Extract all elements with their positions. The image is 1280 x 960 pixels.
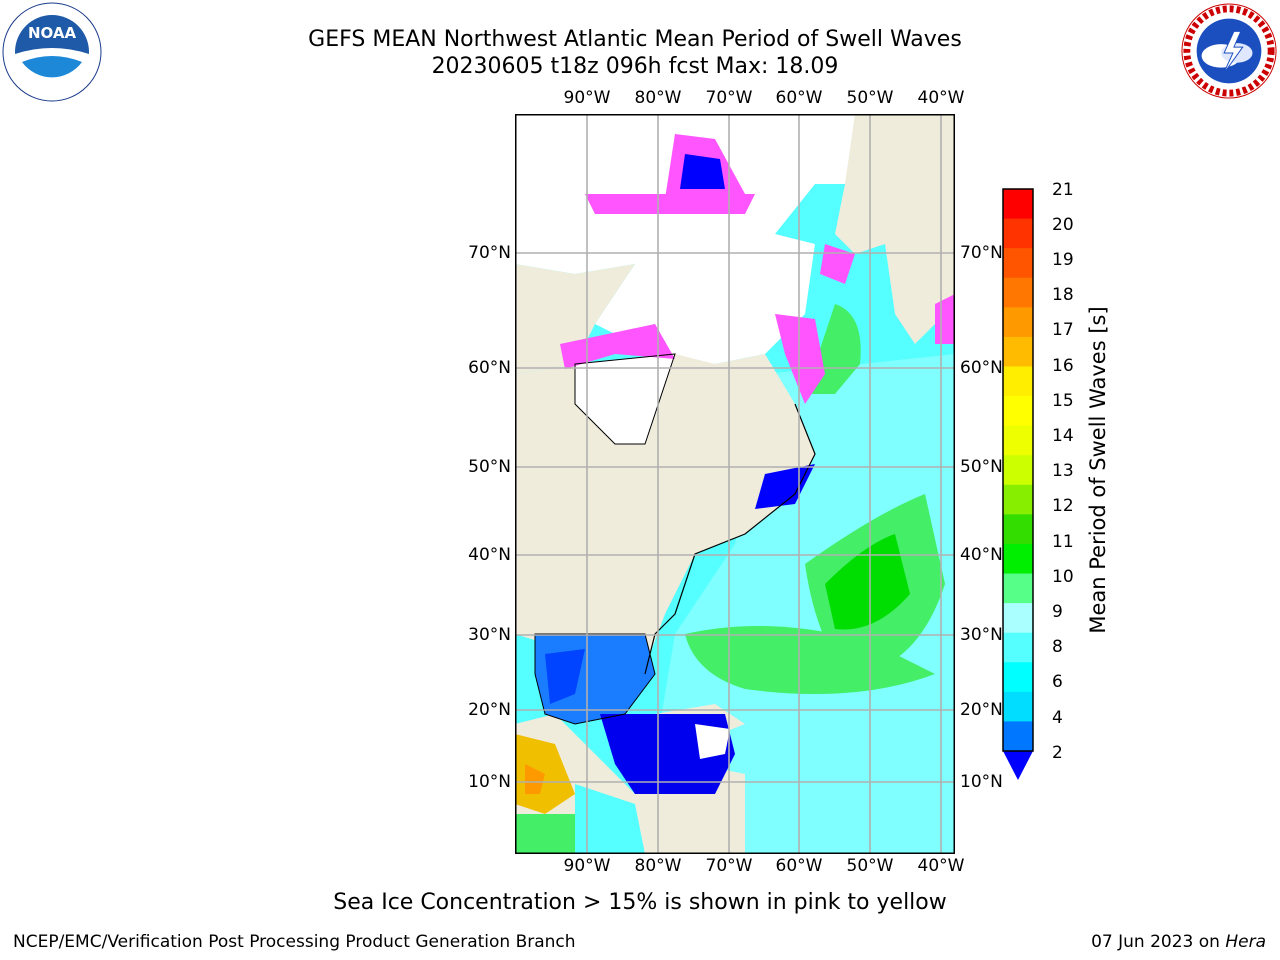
colorbar-segment [1003, 218, 1033, 249]
land-greenland [835, 184, 955, 344]
noaa-logo-icon: NOAA [2, 2, 102, 102]
colorbar-segment [1003, 632, 1033, 663]
lon-label-top: 80°W [634, 88, 682, 108]
colorbar-segment [1003, 307, 1033, 338]
nws-logo-icon [1181, 3, 1277, 99]
lat-label-right: 50°N [960, 457, 1003, 477]
lon-label-bottom: 90°W [563, 856, 611, 876]
lon-label-bottom: 80°W [634, 856, 682, 876]
colorbar-tick: 12 [1052, 496, 1074, 516]
colorbar-tick: 21 [1052, 180, 1074, 200]
colorbar-segment [1003, 455, 1033, 486]
lat-label-left: 60°N [468, 358, 511, 378]
hudson-bay [575, 354, 675, 444]
colorbar-segment [1003, 336, 1033, 367]
gulf-low-period [545, 649, 585, 704]
credit-text: NCEP/EMC/Verification Post Processing Pr… [13, 932, 576, 952]
colorbar-label: Mean Period of Swell Waves [s] [1086, 306, 1110, 634]
colorbar-tick: 2 [1052, 743, 1063, 763]
land-arctic-islands [515, 264, 635, 374]
noaa-logo-text: NOAA [28, 24, 77, 42]
date-stamp: 07 Jun 2023 on Hera [1091, 932, 1266, 952]
lon-label-top: 70°W [705, 88, 753, 108]
gulf-coast-line [534, 633, 656, 725]
lat-label-right: 10°N [960, 772, 1003, 792]
land-swell-orange [525, 764, 545, 794]
land-swell-green [515, 814, 575, 854]
colorbar-tick: 9 [1052, 602, 1063, 622]
lat-label-left: 40°N [468, 545, 511, 565]
map-title: GEFS MEAN Northwest Atlantic Mean Period… [308, 27, 962, 52]
colorbar-segment [1003, 514, 1033, 545]
sea-ice-footnote: Sea Ice Concentration > 15% is shown in … [333, 890, 947, 915]
sea-ice-greenland [820, 244, 855, 284]
colorbar-segment [1003, 662, 1033, 693]
colorbar-tick: 8 [1052, 637, 1063, 657]
colorbar-tick: 19 [1052, 250, 1074, 270]
lat-label-left: 30°N [468, 625, 511, 645]
lon-label-top: 60°W [775, 88, 823, 108]
lat-label-left: 70°N [468, 243, 511, 263]
map-frame [515, 114, 955, 854]
colorbar-segment [1003, 248, 1033, 279]
colorbar-segment [1003, 425, 1033, 456]
colorbar-tick: 10 [1052, 567, 1074, 587]
colorbar-segment [1003, 396, 1033, 427]
lat-label-right: 60°N [960, 358, 1003, 378]
lon-label-top: 90°W [563, 88, 611, 108]
sea-ice-hudson [560, 324, 675, 369]
land-swell-cyan [575, 784, 645, 854]
land-north-america [515, 354, 815, 674]
sea-ice-interior [680, 154, 725, 189]
caribbean-no-data [695, 724, 730, 759]
colorbar-segment [1003, 691, 1033, 722]
lon-label-bottom: 70°W [705, 856, 753, 876]
colorbar-segment [1003, 366, 1033, 397]
sea-ice-edge [585, 194, 755, 214]
colorbar-under-arrow [1003, 751, 1033, 780]
sea-ice-labrador [775, 314, 825, 404]
lat-label-right: 70°N [960, 243, 1003, 263]
host-name: Hera [1225, 932, 1266, 952]
colorbar-tick: 18 [1052, 285, 1074, 305]
colorbar-tick: 4 [1052, 708, 1063, 728]
colorbar [1002, 188, 1034, 780]
colorbar-tick: 17 [1052, 320, 1074, 340]
graticule [515, 114, 955, 854]
colorbar-frame [1002, 188, 1034, 752]
colorbar-segment [1003, 189, 1033, 220]
colorbar-segment [1003, 277, 1033, 308]
colorbar-segment [1003, 603, 1033, 634]
colorbar-segment [1003, 543, 1033, 575]
lat-label-left: 50°N [468, 457, 511, 477]
swell-green-core [825, 534, 910, 630]
colorbar-tick: 20 [1052, 215, 1074, 235]
colorbar-tick: 6 [1052, 672, 1063, 692]
colorbar-tick: 16 [1052, 356, 1074, 376]
colorbar-tick: 11 [1052, 532, 1074, 552]
lon-label-top: 40°W [917, 88, 965, 108]
lat-label-right: 40°N [960, 545, 1003, 565]
swell-period-map [515, 114, 955, 854]
colorbar-segment [1003, 573, 1033, 604]
lat-label-right: 30°N [960, 625, 1003, 645]
lon-label-top: 50°W [846, 88, 894, 108]
colorbar-segment [1003, 721, 1033, 752]
land-greenland-north [845, 114, 955, 184]
lon-label-bottom: 40°W [917, 856, 965, 876]
colorbar-tick: 15 [1052, 391, 1074, 411]
forecast-subtitle: 20230605 t18z 096h fcst Max: 18.09 [431, 54, 839, 79]
colorbar-tick: 13 [1052, 461, 1074, 481]
lat-label-right: 20°N [960, 700, 1003, 720]
lat-label-left: 20°N [468, 700, 511, 720]
lon-label-bottom: 50°W [846, 856, 894, 876]
colorbar-segment [1003, 484, 1033, 515]
swell-green-band [685, 626, 935, 694]
gulf-st-lawrence [755, 464, 815, 509]
lon-label-bottom: 60°W [775, 856, 823, 876]
lat-label-left: 10°N [468, 772, 511, 792]
sea-ice-east-greenland [935, 294, 955, 344]
colorbar-tick: 14 [1052, 426, 1074, 446]
